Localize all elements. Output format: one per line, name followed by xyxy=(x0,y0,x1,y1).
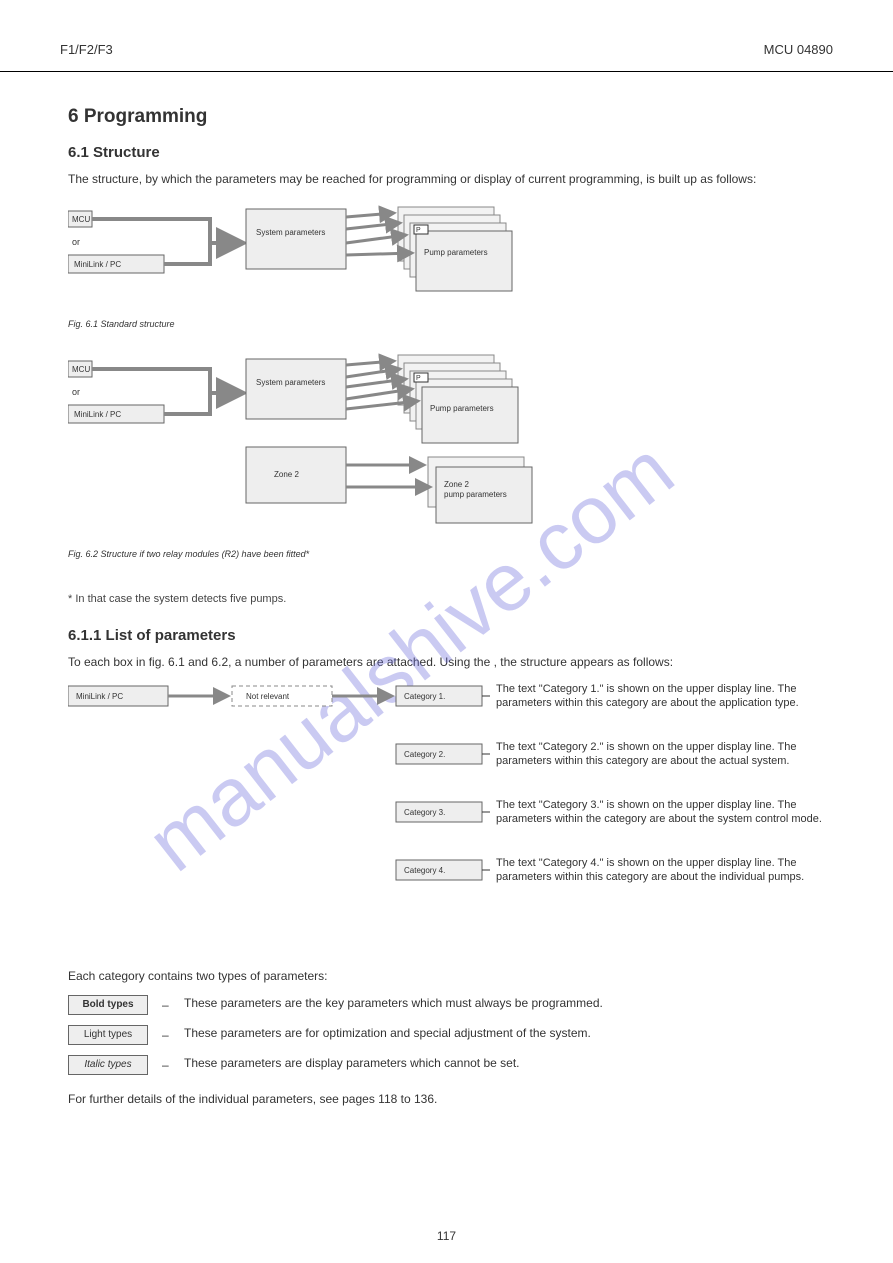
fig2-system-label: System parameters xyxy=(256,378,325,387)
fig2-pump-label: Pump parameters xyxy=(430,404,494,413)
fig2-minilink-label: MiniLink / PC xyxy=(74,410,121,419)
light-row: Light types – These parameters are for o… xyxy=(68,1025,825,1045)
cat4-text: The text "Category 4." is shown on the u… xyxy=(496,856,826,885)
fig1-caption: Fig. 6.1 Standard structure xyxy=(68,319,175,329)
structure-para: The structure, by which the parameters m… xyxy=(68,171,825,187)
fig1-minilink-label: MiniLink / PC xyxy=(74,260,121,269)
cat1-text: The text "Category 1." is shown on the u… xyxy=(496,682,826,711)
svg-text:P: P xyxy=(416,375,421,382)
figure-1: MCU or MiniLink / PC System parameters P… xyxy=(68,197,825,347)
svg-text:Zone 2: Zone 2 xyxy=(444,480,469,489)
fig1-pump-icon: P xyxy=(416,227,421,234)
fig1-or-label: or xyxy=(72,237,80,247)
category-diagram: MiniLink / PC Not relevant Category 1. T… xyxy=(68,680,825,960)
page-number: 117 xyxy=(0,1229,893,1243)
cat3-box-label: Category 3. xyxy=(404,808,445,817)
fig2-or-label: or xyxy=(72,387,80,397)
list1-title: 6.1.1 List of parameters xyxy=(68,627,825,644)
header-left: F1/F2/F3 xyxy=(60,42,113,57)
italic-label: Italic types xyxy=(68,1055,148,1075)
section-title: 6 Programming xyxy=(68,106,825,128)
cat1-box-label: Category 1. xyxy=(404,692,445,701)
header-right: MCU 04890 xyxy=(764,42,833,57)
not-relevant-label: Not relevant xyxy=(246,692,290,701)
bold-row: Bold types – These parameters are the ke… xyxy=(68,995,825,1015)
fig1-system-label: System parameters xyxy=(256,228,325,237)
fig1-svg: MCU or MiniLink / PC System parameters P… xyxy=(68,197,588,347)
cat2-box-label: Category 2. xyxy=(404,750,445,759)
cat-intro: Each category contains two types of para… xyxy=(68,968,825,984)
cat4-box-label: Category 4. xyxy=(404,866,445,875)
fig2-mcu-label: MCU xyxy=(72,365,90,374)
fig2-caption: Fig. 6.2 Structure if two relay modules … xyxy=(68,549,310,559)
page-content: 6 Programming 6.1 Structure The structur… xyxy=(0,106,893,1107)
cat2-text: The text "Category 2." is shown on the u… xyxy=(496,740,826,769)
italic-row: Italic types – These parameters are disp… xyxy=(68,1055,825,1075)
fig1-pump-label: Pump parameters xyxy=(424,248,488,257)
page-header: F1/F2/F3 MCU 04890 xyxy=(0,0,893,72)
fig2-svg: MCU or MiniLink / PC System parameters P… xyxy=(68,347,628,587)
fig2-footnote: * In that case the system detects five p… xyxy=(68,593,825,605)
fig1-mcu-label: MCU xyxy=(72,215,90,224)
bold-text: These parameters are the key parameters … xyxy=(184,995,825,1015)
italic-text: These parameters are display parameters … xyxy=(184,1055,825,1075)
trailing-para: For further details of the individual pa… xyxy=(68,1091,825,1107)
light-label: Light types xyxy=(68,1025,148,1045)
bold-label: Bold types xyxy=(68,995,148,1015)
light-text: These parameters are for optimization an… xyxy=(184,1025,825,1045)
fig2-zone2-label: Zone 2 xyxy=(274,470,299,479)
svg-text:pump parameters: pump parameters xyxy=(444,490,507,499)
cat3-text: The text "Category 3." is shown on the u… xyxy=(496,798,826,827)
structure-title: 6.1 Structure xyxy=(68,144,825,161)
figure-2: MCU or MiniLink / PC System parameters P… xyxy=(68,347,825,587)
list1-para: To each box in fig. 6.1 and 6.2, a numbe… xyxy=(68,654,825,670)
minilink-label: MiniLink / PC xyxy=(76,692,123,701)
